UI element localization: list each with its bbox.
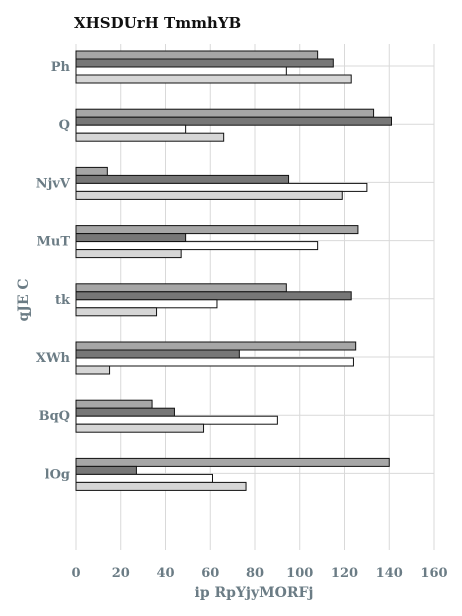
x-tick-labels: 0 20 40 60 80 100 120 140 160 [71,566,447,581]
y-tick-label: Ph [51,60,71,75]
x-tick-label: 80 [246,566,264,581]
bar [75,182,368,192]
bar [75,407,175,417]
bar [75,108,375,118]
bar [75,299,218,309]
bar [75,58,334,68]
bar [75,473,213,483]
x-tick-label: 20 [112,566,130,581]
bar [75,249,182,259]
bar [75,291,352,301]
bar [75,465,137,475]
y-tick-labels: Ph Q NjvV MuT tk XWh BqQ lOg [36,60,71,482]
bar [75,365,111,375]
bar [75,174,290,184]
bar [75,415,278,425]
bar [75,190,343,200]
y-tick-label: lOg [45,467,70,482]
x-tick-label: 120 [331,566,358,581]
y-tick-label: Q [59,118,70,133]
x-axis-label: ip RpYjyMORFj [195,585,314,601]
bar [75,307,158,317]
bar [75,233,187,243]
bar [75,423,205,433]
x-tick-label: 60 [201,566,219,581]
bar [75,481,247,491]
bar [75,50,319,60]
y-tick-label: NjvV [36,176,71,191]
y-tick-label: XWh [36,351,71,366]
x-tick-label: 40 [156,566,174,581]
bar [75,457,390,467]
bar [75,225,359,235]
x-tick-label: 140 [376,566,403,581]
bar [75,341,357,351]
chart-title: XHSDUrH TmmhYB [74,14,241,32]
x-tick-label: 100 [286,566,313,581]
bar [75,349,240,359]
bar [75,124,187,134]
y-tick-label: BqQ [39,409,70,424]
bar [75,116,392,126]
bar [75,241,319,251]
bar [75,357,354,367]
y-tick-label: MuT [36,235,70,250]
bar [75,132,225,142]
x-tick-label: 0 [71,566,80,581]
bar [75,283,287,293]
bars [75,50,392,491]
y-axis-label: qJE C [16,278,32,321]
bar [75,399,153,409]
y-tick-label: tk [55,293,71,308]
bar [75,74,352,84]
bar [75,166,108,176]
x-tick-label: 160 [420,566,447,581]
bar [75,66,287,76]
